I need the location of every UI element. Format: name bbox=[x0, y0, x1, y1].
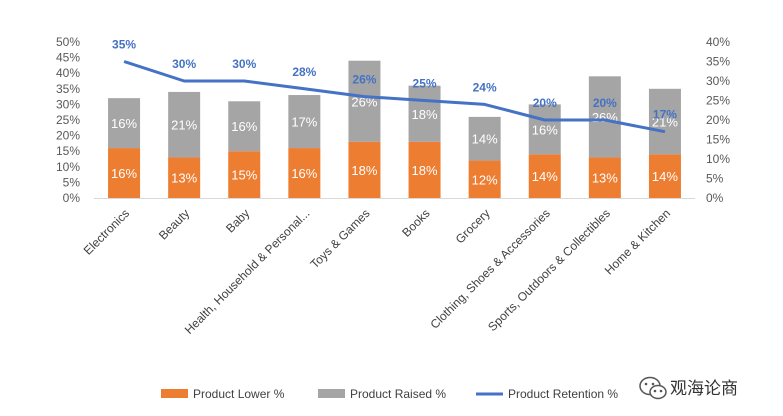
x-category-label: Electronics bbox=[81, 206, 132, 257]
bar-product-lower bbox=[408, 141, 441, 198]
bar-product-raised bbox=[288, 95, 321, 149]
y-right-tick-label: 30% bbox=[706, 74, 730, 88]
data-label-product-raised: 14% bbox=[472, 132, 498, 147]
data-label-product-lower: 16% bbox=[111, 166, 137, 181]
data-label-product-retention: 25% bbox=[413, 77, 437, 91]
y-left-tick-label: 15% bbox=[56, 144, 80, 158]
x-category-label: Beauty bbox=[156, 206, 192, 242]
x-category-label: Books bbox=[399, 206, 432, 239]
y-right-tick-label: 5% bbox=[706, 172, 724, 186]
bar-product-raised bbox=[648, 88, 681, 155]
data-label-product-retention: 24% bbox=[473, 80, 497, 94]
bar-product-raised bbox=[588, 76, 621, 158]
y-right-tick-label: 20% bbox=[706, 113, 730, 127]
bar-product-raised bbox=[228, 101, 261, 152]
bar-product-lower bbox=[228, 151, 261, 198]
y-left-tick-label: 0% bbox=[63, 191, 81, 205]
x-category-label: Home & Kitchen bbox=[602, 206, 673, 277]
y-left-tick-label: 45% bbox=[56, 51, 80, 65]
data-label-product-raised: 16% bbox=[231, 119, 257, 134]
y-right-tick-label: 0% bbox=[706, 191, 724, 205]
data-label-product-retention: 28% bbox=[292, 65, 316, 79]
bar-product-raised bbox=[348, 60, 381, 142]
data-label-product-lower: 15% bbox=[231, 168, 257, 183]
data-label-product-raised: 21% bbox=[652, 115, 678, 130]
y-left-tick-label: 20% bbox=[56, 129, 80, 143]
data-label-product-raised: 16% bbox=[532, 122, 558, 137]
y-left-tick-label: 35% bbox=[56, 82, 80, 96]
y-left-tick-label: 5% bbox=[63, 175, 81, 189]
data-label-product-raised: 21% bbox=[171, 118, 197, 133]
data-label-product-retention: 20% bbox=[533, 96, 557, 110]
bar-product-lower bbox=[108, 148, 141, 198]
line-product-retention bbox=[123, 60, 666, 134]
data-label-product-retention: 20% bbox=[593, 96, 617, 110]
data-label-product-retention: 35% bbox=[112, 38, 136, 52]
bar-product-raised bbox=[108, 98, 141, 149]
y-right-tick-label: 40% bbox=[706, 35, 730, 49]
watermark-text: 观海论商 bbox=[670, 379, 738, 399]
bar-product-lower bbox=[168, 157, 201, 198]
y-left-tick-label: 25% bbox=[56, 113, 80, 127]
data-label-product-retention: 30% bbox=[232, 57, 256, 71]
data-label-product-retention: 30% bbox=[172, 57, 196, 71]
x-category-label: Health, Household & Personal... bbox=[182, 206, 313, 337]
x-category-label: Clothing, Shoes & Accessories bbox=[427, 206, 552, 331]
bar-product-raised bbox=[528, 104, 561, 155]
legend-label-product-retention: Product Retention % bbox=[508, 387, 618, 401]
data-label-product-raised: 18% bbox=[412, 107, 438, 122]
bar-product-lower bbox=[468, 160, 501, 198]
y-left-tick-label: 10% bbox=[56, 160, 80, 174]
y-left-tick-label: 50% bbox=[56, 35, 80, 49]
x-category-label: Grocery bbox=[453, 206, 493, 246]
data-label-product-lower: 12% bbox=[472, 172, 498, 187]
x-category-label: Baby bbox=[223, 206, 252, 235]
y-left-tick-label: 30% bbox=[56, 97, 80, 111]
data-label-product-lower: 13% bbox=[592, 171, 618, 186]
x-category-label: Toys & Games bbox=[307, 206, 372, 271]
data-label-product-lower: 14% bbox=[532, 169, 558, 184]
y-right-tick-label: 10% bbox=[706, 152, 730, 166]
bar-product-raised bbox=[408, 85, 441, 142]
y-right-tick-label: 15% bbox=[706, 133, 730, 147]
data-label-product-lower: 13% bbox=[171, 171, 197, 186]
data-label-product-retention: 26% bbox=[352, 73, 376, 87]
bar-product-lower bbox=[348, 141, 381, 198]
wechat-icon bbox=[639, 376, 667, 400]
data-label-product-lower: 18% bbox=[412, 163, 438, 178]
legend-label-product-raised: Product Raised % bbox=[350, 387, 446, 401]
data-label-product-lower: 16% bbox=[291, 166, 317, 181]
legend-swatch-product-raised bbox=[318, 389, 345, 398]
bar-product-lower bbox=[528, 154, 561, 198]
legend-label-product-lower: Product Lower % bbox=[193, 387, 285, 401]
x-category-label: Sports, Outdoors & Collectibles bbox=[485, 206, 613, 334]
data-label-product-raised: 16% bbox=[111, 116, 137, 131]
bar-product-lower bbox=[288, 148, 321, 198]
bar-product-lower bbox=[588, 157, 621, 198]
bar-product-raised bbox=[168, 91, 201, 158]
data-label-product-raised: 17% bbox=[291, 115, 317, 130]
y-right-tick-label: 25% bbox=[706, 94, 730, 108]
data-label-product-retention: 17% bbox=[653, 108, 677, 122]
legend-swatch-product-lower bbox=[161, 389, 188, 398]
y-left-tick-label: 40% bbox=[56, 66, 80, 80]
bar-product-raised bbox=[468, 116, 501, 161]
data-label-product-lower: 14% bbox=[652, 169, 678, 184]
y-right-tick-label: 35% bbox=[706, 55, 730, 69]
data-label-product-lower: 18% bbox=[351, 163, 377, 178]
bar-product-lower bbox=[648, 154, 681, 198]
